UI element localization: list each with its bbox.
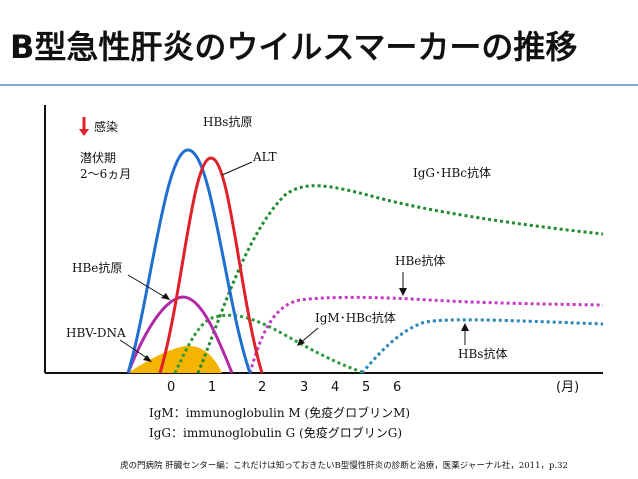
alt-label: ALT [252,150,277,164]
igg-hbc-label: IgG･HBc抗体 [413,165,491,180]
legend-igg: IgG：immunoglobulin G (免疫グロブリンG) [149,426,403,440]
hbv-dna-pointer-head [143,355,152,362]
infection-arrow-head [79,129,89,136]
alt-pointer [221,161,253,176]
hbe-antigen-pointer [127,274,171,301]
tick-0: 0 [167,380,175,395]
hbv-dna-pointer [119,339,151,361]
source-citation: 虎の門病院 肝臓センター編：これだけは知っておきたいB型慢性肝炎の診断と治療，医… [120,461,568,471]
igm-hbc-label: IgM･HBc抗体 [315,310,396,325]
alt-curve [158,156,264,374]
hbe-antigen-pointer-head [161,293,170,300]
hbe-antibody-pointer-head [399,288,407,296]
hbe-antibody-label: HBe抗体 [395,253,445,268]
hbs-antibody-curve [360,318,604,374]
tick-2: 2 [258,380,266,395]
page-title: B型急性肝炎のウイルスマーカーの推移 [10,28,578,66]
tick-4: 4 [331,380,339,395]
hbs-antibody-pointer-head [461,323,469,331]
title-divider [0,84,638,86]
hbe-antigen-label: HBe抗原 [72,260,122,275]
hbv-dna-label: HBV-DNA [66,326,126,340]
hbe-antigen-curve [126,295,234,374]
tick-1: 1 [208,380,216,395]
hbs-antigen-curve [126,148,252,374]
legend-igm: IgM：immunoglobulin M (免疫グロブリンM) [149,406,411,420]
igg-hbc-curve [196,184,604,374]
hbv-dna-area [128,345,222,373]
infection-label: 感染 [94,119,118,134]
igm-hbc-pointer-head [297,338,305,346]
tick-6: 6 [393,380,401,395]
hbs-antibody-label: HBs抗体 [458,346,507,361]
title-bar: B型急性肝炎のウイルスマーカーの推移 [0,0,638,86]
incubation-label: 潜伏期 [80,151,116,165]
incubation-range: 2～6ヵ月 [80,167,131,181]
igm-hbc-curve [173,313,366,375]
tick-3: 3 [300,380,308,395]
x-axis-unit: (月) [556,380,579,395]
hbe-antibody-curve [248,295,604,374]
tick-5: 5 [362,380,370,395]
hbs-antigen-label: HBs抗原 [203,114,252,129]
